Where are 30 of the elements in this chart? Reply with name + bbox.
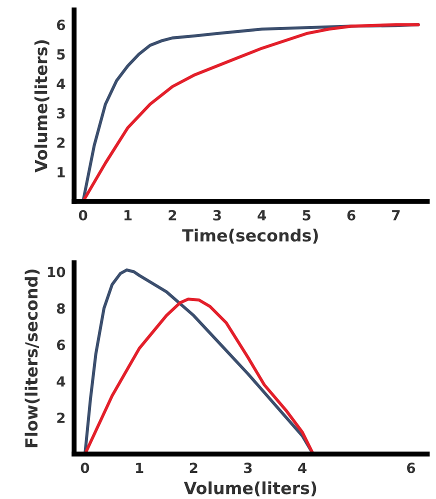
line-series [83,298,315,454]
x-tick-label: 4 [298,462,307,473]
x-axis-title: Time(seconds) [182,228,318,244]
y-axis-title: Volume(liters) [34,40,50,172]
y-tick-label: 3 [57,108,65,119]
y-tick-label: 8 [56,303,65,314]
x-tick-label: 6 [347,210,356,220]
x-tick-label: 5 [302,210,310,220]
y-tick-label: 1 [58,167,65,178]
y-axis-title: Flow(liters/second) [24,270,40,448]
x-tick-label: 2 [168,210,176,220]
x-tick-label: 0 [78,210,88,220]
x-tick-label: 3 [213,210,221,220]
y-tick-label: 5 [57,49,65,60]
x-axis-title: Volume(liters) [184,481,316,496]
x-tick-label: 4 [258,210,266,220]
x-tick-label: 2 [190,462,198,473]
x-tick-label: 7 [392,210,400,220]
y-tick-label: 2 [57,412,65,423]
y-tick-label: 4 [56,376,66,386]
y-tick-label: 6 [56,340,66,350]
x-tick-label: 6 [407,462,416,474]
y-tick-label: 2 [57,137,65,148]
x-tick-label: 1 [124,210,132,220]
x-tick-label: 3 [244,462,252,474]
y-tick-label: 6 [56,20,66,30]
y-tick-label: 10 [48,266,66,278]
y-tick-label: 4 [56,78,66,89]
x-tick-label: 1 [136,462,144,473]
x-tick-label: 0 [80,462,90,474]
